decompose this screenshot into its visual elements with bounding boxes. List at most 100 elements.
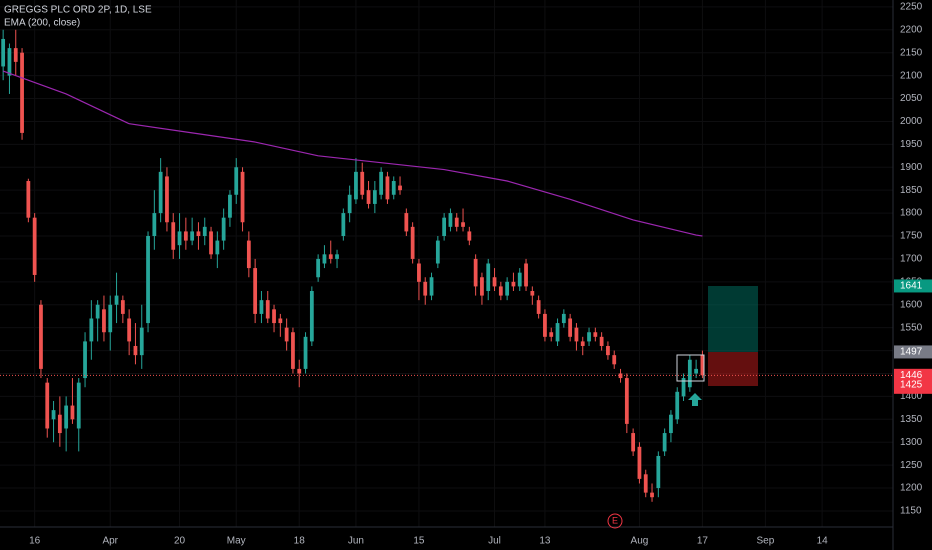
y-tick-label: 1950 [900, 139, 923, 150]
candle-body [83, 341, 87, 379]
candle-body [127, 318, 132, 342]
candle-body [580, 341, 585, 346]
candle-body [183, 231, 188, 241]
axis: 1150120012501300135014001450150015501600… [29, 2, 932, 547]
price-label: 1446 [900, 370, 923, 381]
candle-body [278, 318, 283, 324]
y-tick-label: 1550 [900, 322, 923, 333]
price-label-box [894, 378, 932, 392]
candle-body [221, 217, 226, 241]
candle-body [259, 300, 264, 314]
x-tick-label: Jul [488, 536, 501, 547]
candle-body [561, 313, 566, 324]
candle-body [423, 281, 428, 296]
candle-body [467, 231, 472, 241]
candle-body [328, 254, 333, 259]
candle-body [347, 194, 352, 214]
price-label-box [894, 345, 932, 359]
candle-body [165, 176, 169, 223]
candle-body [650, 492, 654, 498]
candle-body [57, 414, 62, 434]
candle-body [190, 231, 195, 241]
x-tick-label: Aug [631, 536, 649, 547]
candle-body [681, 378, 686, 397]
candle-body [391, 181, 396, 195]
candle-body [662, 433, 667, 452]
y-tick-label: 1400 [900, 391, 923, 402]
y-tick-label: 1250 [900, 460, 923, 471]
candle-body [618, 373, 623, 379]
candle-body [366, 190, 371, 204]
indicator-label: EMA (200, close) [4, 18, 80, 29]
candle-body [76, 382, 81, 429]
x-tick-label: Jun [348, 536, 364, 547]
candle-body [505, 281, 510, 296]
candle-body [272, 309, 276, 324]
y-tick-label: 1900 [900, 162, 923, 173]
candle-body [593, 332, 598, 337]
candle-body [20, 52, 24, 133]
candle-body [228, 194, 232, 218]
x-tick-label: 16 [29, 536, 41, 547]
candle-body [454, 217, 459, 227]
candle-body [398, 185, 402, 191]
plot [0, 29, 893, 502]
candle-body [253, 268, 258, 314]
candle-body [202, 226, 207, 237]
candle-body [133, 345, 138, 356]
earnings-circle[interactable] [607, 513, 623, 529]
arrow-marker [688, 393, 702, 406]
y-tick-label: 1800 [900, 208, 923, 219]
candle-body [1, 38, 6, 67]
candle-body [372, 190, 377, 204]
candle-body [612, 355, 617, 365]
y-tick-label: 2150 [900, 47, 923, 58]
candle-body [139, 327, 144, 356]
candle-body [694, 368, 699, 374]
candle-body [322, 254, 327, 264]
y-tick-label: 1850 [900, 185, 923, 196]
x-tick-label: Apr [102, 536, 118, 547]
candle-body [385, 176, 390, 200]
candle-body [303, 336, 308, 369]
candle-body [70, 405, 75, 420]
candle-body [284, 327, 289, 342]
candle-body [606, 345, 610, 356]
candle-body [536, 300, 541, 314]
candle-body [442, 217, 447, 237]
earnings-marker[interactable]: E [612, 515, 618, 525]
price-label: 1497 [900, 347, 923, 358]
candle-body [643, 474, 648, 493]
x-tick-label: 20 [174, 536, 186, 547]
y-tick-label: 1150 [900, 506, 922, 517]
candle-body [549, 332, 554, 337]
candle-body [379, 171, 384, 195]
candle-body [404, 213, 409, 232]
profit-zone [708, 286, 758, 352]
candle-body [669, 414, 673, 434]
x-tick-label: 15 [413, 536, 425, 547]
candle-body [309, 290, 314, 342]
candle-body [297, 368, 302, 374]
candle-body [599, 336, 604, 346]
y-tick-label: 1700 [900, 254, 923, 265]
candle-body [120, 300, 125, 314]
candle-body [146, 236, 150, 324]
y-tick-label: 1750 [900, 231, 923, 242]
candle-body [354, 171, 358, 200]
candle-body [316, 258, 321, 278]
candle-body [524, 263, 528, 287]
candle-body [480, 277, 484, 296]
price-label: 1425 [900, 380, 923, 391]
y-tick-label: 1600 [900, 299, 923, 310]
candle-body [196, 231, 201, 237]
candle-body [461, 222, 465, 227]
x-tick-label: Sep [757, 536, 775, 547]
y-tick-label: 1300 [900, 437, 923, 448]
candle-body [215, 240, 220, 255]
candle-body [448, 213, 453, 227]
candle-body [32, 217, 37, 275]
y-tick-label: 2050 [900, 93, 923, 104]
x-tick-label: May [227, 536, 246, 547]
